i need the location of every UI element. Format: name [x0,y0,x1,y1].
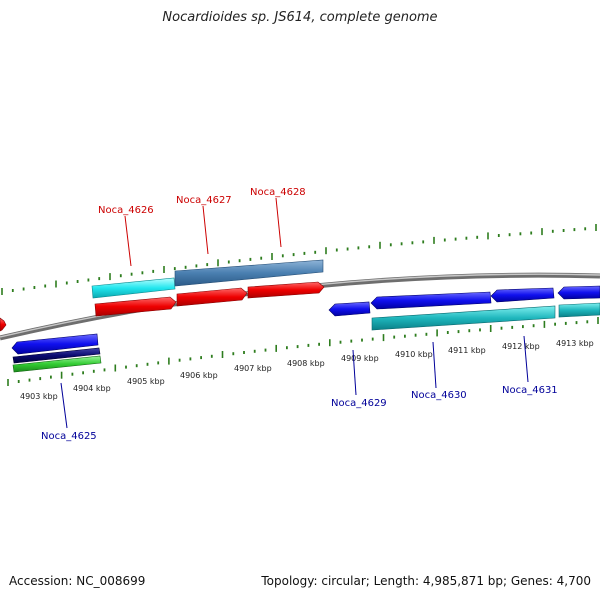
tick-label: 4907 kbp [234,364,272,373]
gene-label-noca-4631[interactable]: Noca_4631 [502,385,558,396]
tick-label: 4911 kbp [448,346,486,355]
gene-block-teal[interactable] [558,302,600,318]
tick-label: 4908 kbp [287,359,325,368]
tick-label: 4912 kbp [502,342,540,351]
tick-label: 4913 kbp [556,339,594,348]
gene-arrow-cds[interactable] [94,296,177,317]
gene-label-noca-4628[interactable]: Noca_4628 [250,187,306,198]
gene-label-noca-4630[interactable]: Noca_4630 [411,390,467,401]
gene-labels: Noca_4626 Noca_4627 Noca_4628 Noca_4625 … [41,187,558,442]
tick-label: 4903 kbp [20,392,58,401]
gene-label-noca-4625[interactable]: Noca_4625 [41,431,97,442]
gene-arrow-cds[interactable] [557,285,600,300]
gene-label-noca-4626[interactable]: Noca_4626 [98,205,154,216]
gene-arrow-cds[interactable] [328,301,371,317]
tick-label: 4909 kbp [341,354,379,363]
gene-arrow-cds[interactable] [490,287,555,303]
gene-arrow-cds[interactable] [247,281,325,299]
forward-strand-genes [0,259,325,332]
gene-block-navy[interactable] [12,347,101,364]
gene-block-steel[interactable] [174,259,324,287]
upper-tick-track [1,224,597,295]
gene-label-noca-4629[interactable]: Noca_4629 [331,398,387,409]
tick-labels: 4903 kbp 4904 kbp 4905 kbp 4906 kbp 4907… [20,339,594,401]
gene-arrow-cds[interactable] [0,317,7,332]
reverse-strand-genes [11,285,600,373]
tick-label: 4905 kbp [127,377,165,386]
gene-arrow-cds[interactable] [11,333,99,355]
gene-block-teal[interactable] [371,305,556,331]
gene-block-green[interactable] [12,355,102,373]
map-title: Nocardioides sp. JS614, complete genome [162,10,438,25]
accession-text: Accession: NC_008699 [9,574,146,588]
gene-block-cyan[interactable] [91,277,176,299]
gene-label-noca-4627[interactable]: Noca_4627 [176,195,232,206]
tick-label: 4904 kbp [73,384,111,393]
lower-tick-track [7,317,599,386]
tick-label: 4910 kbp [395,350,433,359]
genome-summary-text: Topology: circular; Length: 4,985,871 bp… [261,574,591,588]
tick-label: 4906 kbp [180,371,218,380]
gene-arrow-cds[interactable] [176,287,248,307]
gene-callout-lines [60,197,529,429]
gene-arrow-cds[interactable] [370,291,492,310]
